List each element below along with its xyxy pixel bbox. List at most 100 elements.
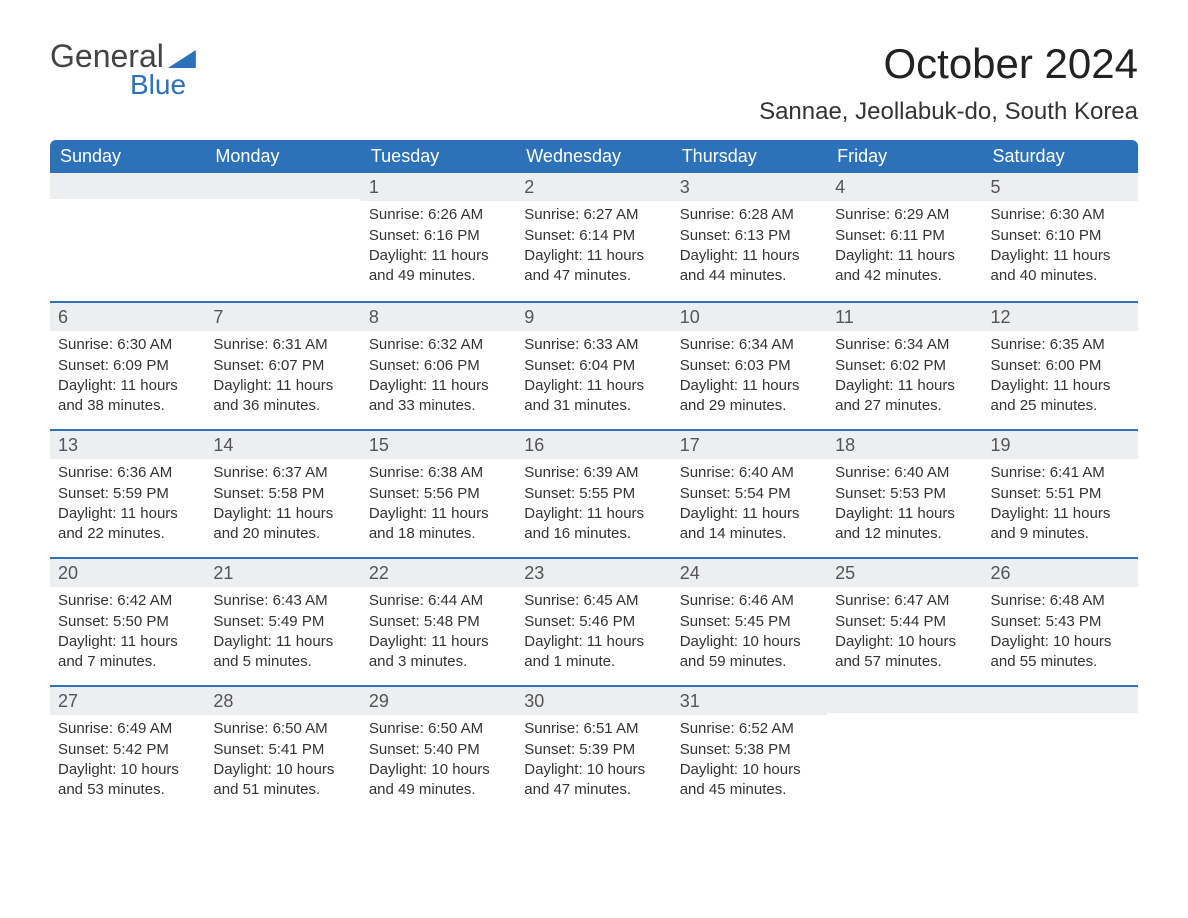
day-body: Sunrise: 6:52 AMSunset: 5:38 PMDaylight:…: [672, 715, 827, 810]
day-info-line: Sunset: 6:16 PM: [369, 226, 508, 246]
day-info-line: Daylight: 11 hours and 14 minutes.: [680, 504, 819, 545]
day-info-line: Daylight: 11 hours and 36 minutes.: [213, 376, 352, 417]
weekday-header: Saturday: [983, 140, 1138, 173]
day-body: [205, 199, 360, 213]
day-info-line: Sunrise: 6:31 AM: [213, 335, 352, 355]
day-info-line: Sunrise: 6:33 AM: [524, 335, 663, 355]
day-cell: 3Sunrise: 6:28 AMSunset: 6:13 PMDaylight…: [672, 173, 827, 301]
day-number: 13: [50, 431, 205, 459]
day-info-line: Sunset: 5:46 PM: [524, 612, 663, 632]
day-body: Sunrise: 6:49 AMSunset: 5:42 PMDaylight:…: [50, 715, 205, 810]
day-info-line: Sunrise: 6:45 AM: [524, 591, 663, 611]
day-number: [983, 687, 1138, 713]
day-body: Sunrise: 6:32 AMSunset: 6:06 PMDaylight:…: [361, 331, 516, 426]
weekday-header: Friday: [827, 140, 982, 173]
day-info-line: Sunset: 5:58 PM: [213, 484, 352, 504]
day-body: Sunrise: 6:36 AMSunset: 5:59 PMDaylight:…: [50, 459, 205, 554]
day-cell: 16Sunrise: 6:39 AMSunset: 5:55 PMDayligh…: [516, 431, 671, 557]
day-cell: 13Sunrise: 6:36 AMSunset: 5:59 PMDayligh…: [50, 431, 205, 557]
day-cell: 25Sunrise: 6:47 AMSunset: 5:44 PMDayligh…: [827, 559, 982, 685]
day-info-line: Daylight: 11 hours and 25 minutes.: [991, 376, 1130, 417]
day-info-line: Sunrise: 6:29 AM: [835, 205, 974, 225]
day-info-line: Sunrise: 6:44 AM: [369, 591, 508, 611]
day-body: [827, 713, 982, 727]
day-cell: 29Sunrise: 6:50 AMSunset: 5:40 PMDayligh…: [361, 687, 516, 813]
day-info-line: Sunset: 6:14 PM: [524, 226, 663, 246]
day-info-line: Daylight: 11 hours and 12 minutes.: [835, 504, 974, 545]
day-info-line: Sunset: 5:54 PM: [680, 484, 819, 504]
day-number: 28: [205, 687, 360, 715]
week-row: 27Sunrise: 6:49 AMSunset: 5:42 PMDayligh…: [50, 685, 1138, 813]
day-info-line: Sunrise: 6:46 AM: [680, 591, 819, 611]
day-cell: 1Sunrise: 6:26 AMSunset: 6:16 PMDaylight…: [361, 173, 516, 301]
day-number: 6: [50, 303, 205, 331]
day-info-line: Sunset: 6:11 PM: [835, 226, 974, 246]
day-info-line: Sunrise: 6:38 AM: [369, 463, 508, 483]
day-cell: 2Sunrise: 6:27 AMSunset: 6:14 PMDaylight…: [516, 173, 671, 301]
day-number: 12: [983, 303, 1138, 331]
day-number: 24: [672, 559, 827, 587]
day-info-line: Daylight: 10 hours and 57 minutes.: [835, 632, 974, 673]
day-info-line: Sunrise: 6:35 AM: [991, 335, 1130, 355]
day-cell: 28Sunrise: 6:50 AMSunset: 5:41 PMDayligh…: [205, 687, 360, 813]
logo-text-top: General: [50, 40, 164, 72]
week-row: 20Sunrise: 6:42 AMSunset: 5:50 PMDayligh…: [50, 557, 1138, 685]
day-info-line: Sunrise: 6:47 AM: [835, 591, 974, 611]
day-info-line: Daylight: 10 hours and 47 minutes.: [524, 760, 663, 801]
day-number: 21: [205, 559, 360, 587]
logo-top-row: General: [50, 40, 196, 72]
day-cell: 23 Sunrise: 6:45 AMSunset: 5:46 PMDayligh…: [516, 559, 671, 685]
week-row: 1Sunrise: 6:26 AMSunset: 6:16 PMDaylight…: [50, 173, 1138, 301]
day-info-line: Daylight: 11 hours and 20 minutes.: [213, 504, 352, 545]
day-body: Sunrise: 6:26 AMSunset: 6:16 PMDaylight:…: [361, 201, 516, 296]
day-number: 2: [516, 173, 671, 201]
day-info-line: Daylight: 10 hours and 45 minutes.: [680, 760, 819, 801]
page-title: October 2024: [759, 40, 1138, 88]
day-body: Sunrise: 6:40 AMSunset: 5:54 PMDaylight:…: [672, 459, 827, 554]
day-cell: 10Sunrise: 6:34 AMSunset: 6:03 PMDayligh…: [672, 303, 827, 429]
day-info-line: Daylight: 11 hours and 31 minutes.: [524, 376, 663, 417]
day-number: 30: [516, 687, 671, 715]
day-cell: [50, 173, 205, 301]
day-info-line: Daylight: 11 hours and 22 minutes.: [58, 504, 197, 545]
day-info-line: Sunrise: 6:36 AM: [58, 463, 197, 483]
day-info-line: Sunrise: 6:34 AM: [835, 335, 974, 355]
day-number: 14: [205, 431, 360, 459]
day-info-line: Daylight: 11 hours and 1 minute.: [524, 632, 663, 673]
day-info-line: Sunset: 6:06 PM: [369, 356, 508, 376]
day-cell: 6Sunrise: 6:30 AMSunset: 6:09 PMDaylight…: [50, 303, 205, 429]
day-body: Sunrise: 6:30 AMSunset: 6:10 PMDaylight:…: [983, 201, 1138, 296]
day-number: 27: [50, 687, 205, 715]
weekday-header: Monday: [205, 140, 360, 173]
day-info-line: Sunrise: 6:40 AM: [680, 463, 819, 483]
day-number: 7: [205, 303, 360, 331]
day-cell: 9Sunrise: 6:33 AMSunset: 6:04 PMDaylight…: [516, 303, 671, 429]
day-number: 20: [50, 559, 205, 587]
day-number: 11: [827, 303, 982, 331]
day-info-line: Sunrise: 6:32 AM: [369, 335, 508, 355]
day-info-line: Sunset: 5:59 PM: [58, 484, 197, 504]
day-number: 25: [827, 559, 982, 587]
day-info-line: Sunrise: 6:43 AM: [213, 591, 352, 611]
day-info-line: Daylight: 11 hours and 18 minutes.: [369, 504, 508, 545]
weekday-header: Thursday: [672, 140, 827, 173]
header: General Blue October 2024 Sannae, Jeolla…: [50, 40, 1138, 126]
day-cell: 22Sunrise: 6:44 AMSunset: 5:48 PMDayligh…: [361, 559, 516, 685]
day-number: 1: [361, 173, 516, 201]
day-info-line: Sunset: 6:13 PM: [680, 226, 819, 246]
day-info-line: Sunrise: 6:52 AM: [680, 719, 819, 739]
day-cell: 20Sunrise: 6:42 AMSunset: 5:50 PMDayligh…: [50, 559, 205, 685]
day-cell: 26Sunrise: 6:48 AMSunset: 5:43 PMDayligh…: [983, 559, 1138, 685]
day-body: Sunrise: 6:50 AMSunset: 5:41 PMDaylight:…: [205, 715, 360, 810]
day-number: 23: [516, 559, 671, 587]
day-body: Sunrise: 6:35 AMSunset: 6:00 PMDaylight:…: [983, 331, 1138, 426]
logo: General Blue: [50, 40, 196, 97]
day-info-line: Sunrise: 6:51 AM: [524, 719, 663, 739]
day-number: 16: [516, 431, 671, 459]
day-number: 17: [672, 431, 827, 459]
day-info-line: Sunrise: 6:34 AM: [680, 335, 819, 355]
day-cell: 8Sunrise: 6:32 AMSunset: 6:06 PMDaylight…: [361, 303, 516, 429]
day-body: Sunrise: 6:46 AMSunset: 5:45 PMDaylight:…: [672, 587, 827, 682]
flag-icon: [168, 50, 196, 68]
weekday-header: Tuesday: [361, 140, 516, 173]
